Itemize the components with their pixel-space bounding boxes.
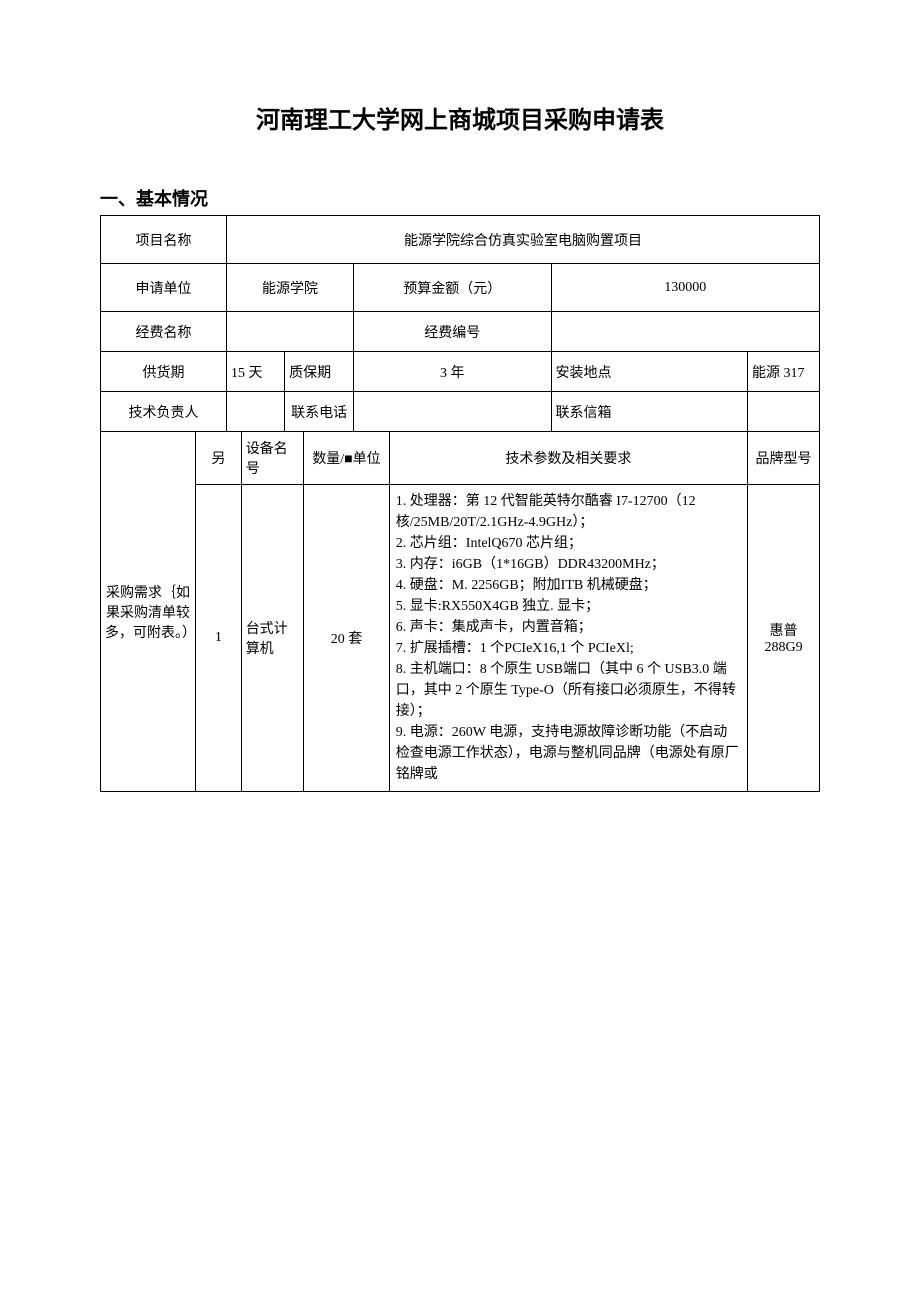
row-delivery-warranty-location: 供货期 15 天 质保期 3 年 安装地点 能源 317 — [101, 352, 820, 392]
application-table: 项目名称 能源学院综合仿真实验室电脑购置项目 申请单位 能源学院 预算金额（元）… — [100, 215, 820, 792]
label-project-name: 项目名称 — [101, 216, 227, 264]
col-ling: 另 — [196, 432, 242, 485]
label-fund-number: 经费编号 — [354, 312, 551, 352]
item1-name: 台式计算机 — [241, 485, 304, 792]
col-equip-name: 设备名号 — [241, 432, 304, 485]
value-tech-leader — [227, 392, 285, 432]
label-contact-phone: 联系电话 — [285, 392, 354, 432]
label-warranty-period: 质保期 — [285, 352, 354, 392]
section-1-header: 一、基本情况 — [100, 185, 820, 211]
value-fund-number — [551, 312, 820, 352]
item1-spec: 1. 处理器：第 12 代智能英特尔酷睿 I7-12700（12 核/25MB/… — [389, 485, 747, 792]
page-title: 河南理工大学网上商城项目采购申请表 — [100, 100, 820, 135]
label-fund-name: 经费名称 — [101, 312, 227, 352]
label-delivery-period: 供货期 — [101, 352, 227, 392]
value-contact-phone — [354, 392, 551, 432]
label-applicant-unit: 申请单位 — [101, 264, 227, 312]
value-delivery-period: 15 天 — [227, 352, 285, 392]
value-contact-email — [748, 392, 820, 432]
col-qty-unit: 数量/■单位 — [304, 432, 390, 485]
col-brand: 品牌型号 — [748, 432, 820, 485]
row-fund: 经费名称 经费编号 — [101, 312, 820, 352]
value-install-location: 能源 317 — [748, 352, 820, 392]
row-project-name: 项目名称 能源学院综合仿真实验室电脑购置项目 — [101, 216, 820, 264]
value-applicant-unit: 能源学院 — [227, 264, 354, 312]
row-item-1: 1 台式计算机 20 套 1. 处理器：第 12 代智能英特尔酷睿 I7-127… — [101, 485, 820, 792]
item1-qty-unit: 20 套 — [304, 485, 390, 792]
label-budget-amount: 预算金额（元） — [354, 264, 551, 312]
row-tech-contact: 技术负责人 联系电话 联系信箱 — [101, 392, 820, 432]
item1-brand: 惠普 288G9 — [748, 485, 820, 792]
value-project-name: 能源学院综合仿真实验室电脑购置项目 — [227, 216, 820, 264]
value-warranty-period: 3 年 — [354, 352, 551, 392]
col-spec: 技术参数及相关要求 — [389, 432, 747, 485]
label-contact-email: 联系信箱 — [551, 392, 748, 432]
value-fund-name — [227, 312, 354, 352]
value-budget-amount: 130000 — [551, 264, 820, 312]
label-purchase-req: 采购需求｛如果采购清单较多，可附表。） — [101, 432, 196, 792]
item1-seq: 1 — [196, 485, 242, 792]
label-tech-leader: 技术负责人 — [101, 392, 227, 432]
row-item-header: 采购需求｛如果采购清单较多，可附表。） 另 设备名号 数量/■单位 技术参数及相… — [101, 432, 820, 485]
row-applicant-budget: 申请单位 能源学院 预算金额（元） 130000 — [101, 264, 820, 312]
label-install-location: 安装地点 — [551, 352, 748, 392]
